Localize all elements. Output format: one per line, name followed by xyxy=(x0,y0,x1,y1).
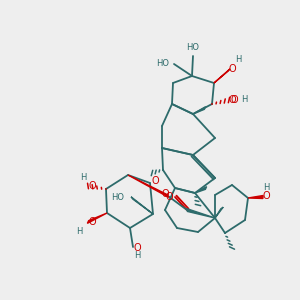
Polygon shape xyxy=(87,213,107,224)
Text: O: O xyxy=(230,95,238,105)
Polygon shape xyxy=(187,208,215,218)
Text: O: O xyxy=(88,217,96,227)
Text: O: O xyxy=(262,191,270,201)
Text: O: O xyxy=(161,189,169,199)
Polygon shape xyxy=(128,175,169,197)
Text: H: H xyxy=(235,55,241,64)
Polygon shape xyxy=(195,187,207,193)
Text: O: O xyxy=(228,95,236,105)
Text: HO: HO xyxy=(187,43,200,52)
Text: O: O xyxy=(151,176,159,186)
Text: H: H xyxy=(241,94,247,103)
Text: O: O xyxy=(88,181,96,191)
Text: O: O xyxy=(228,64,236,74)
Polygon shape xyxy=(193,107,206,114)
Text: O: O xyxy=(165,192,173,202)
Polygon shape xyxy=(214,69,230,83)
Text: H: H xyxy=(76,227,82,236)
Text: H: H xyxy=(80,172,86,182)
Polygon shape xyxy=(248,196,263,199)
Text: H: H xyxy=(134,251,140,260)
Polygon shape xyxy=(131,197,153,214)
Text: H: H xyxy=(263,184,269,193)
Text: HO: HO xyxy=(112,193,124,202)
Text: HO: HO xyxy=(157,58,169,68)
Polygon shape xyxy=(215,207,223,218)
Text: O: O xyxy=(133,243,141,253)
